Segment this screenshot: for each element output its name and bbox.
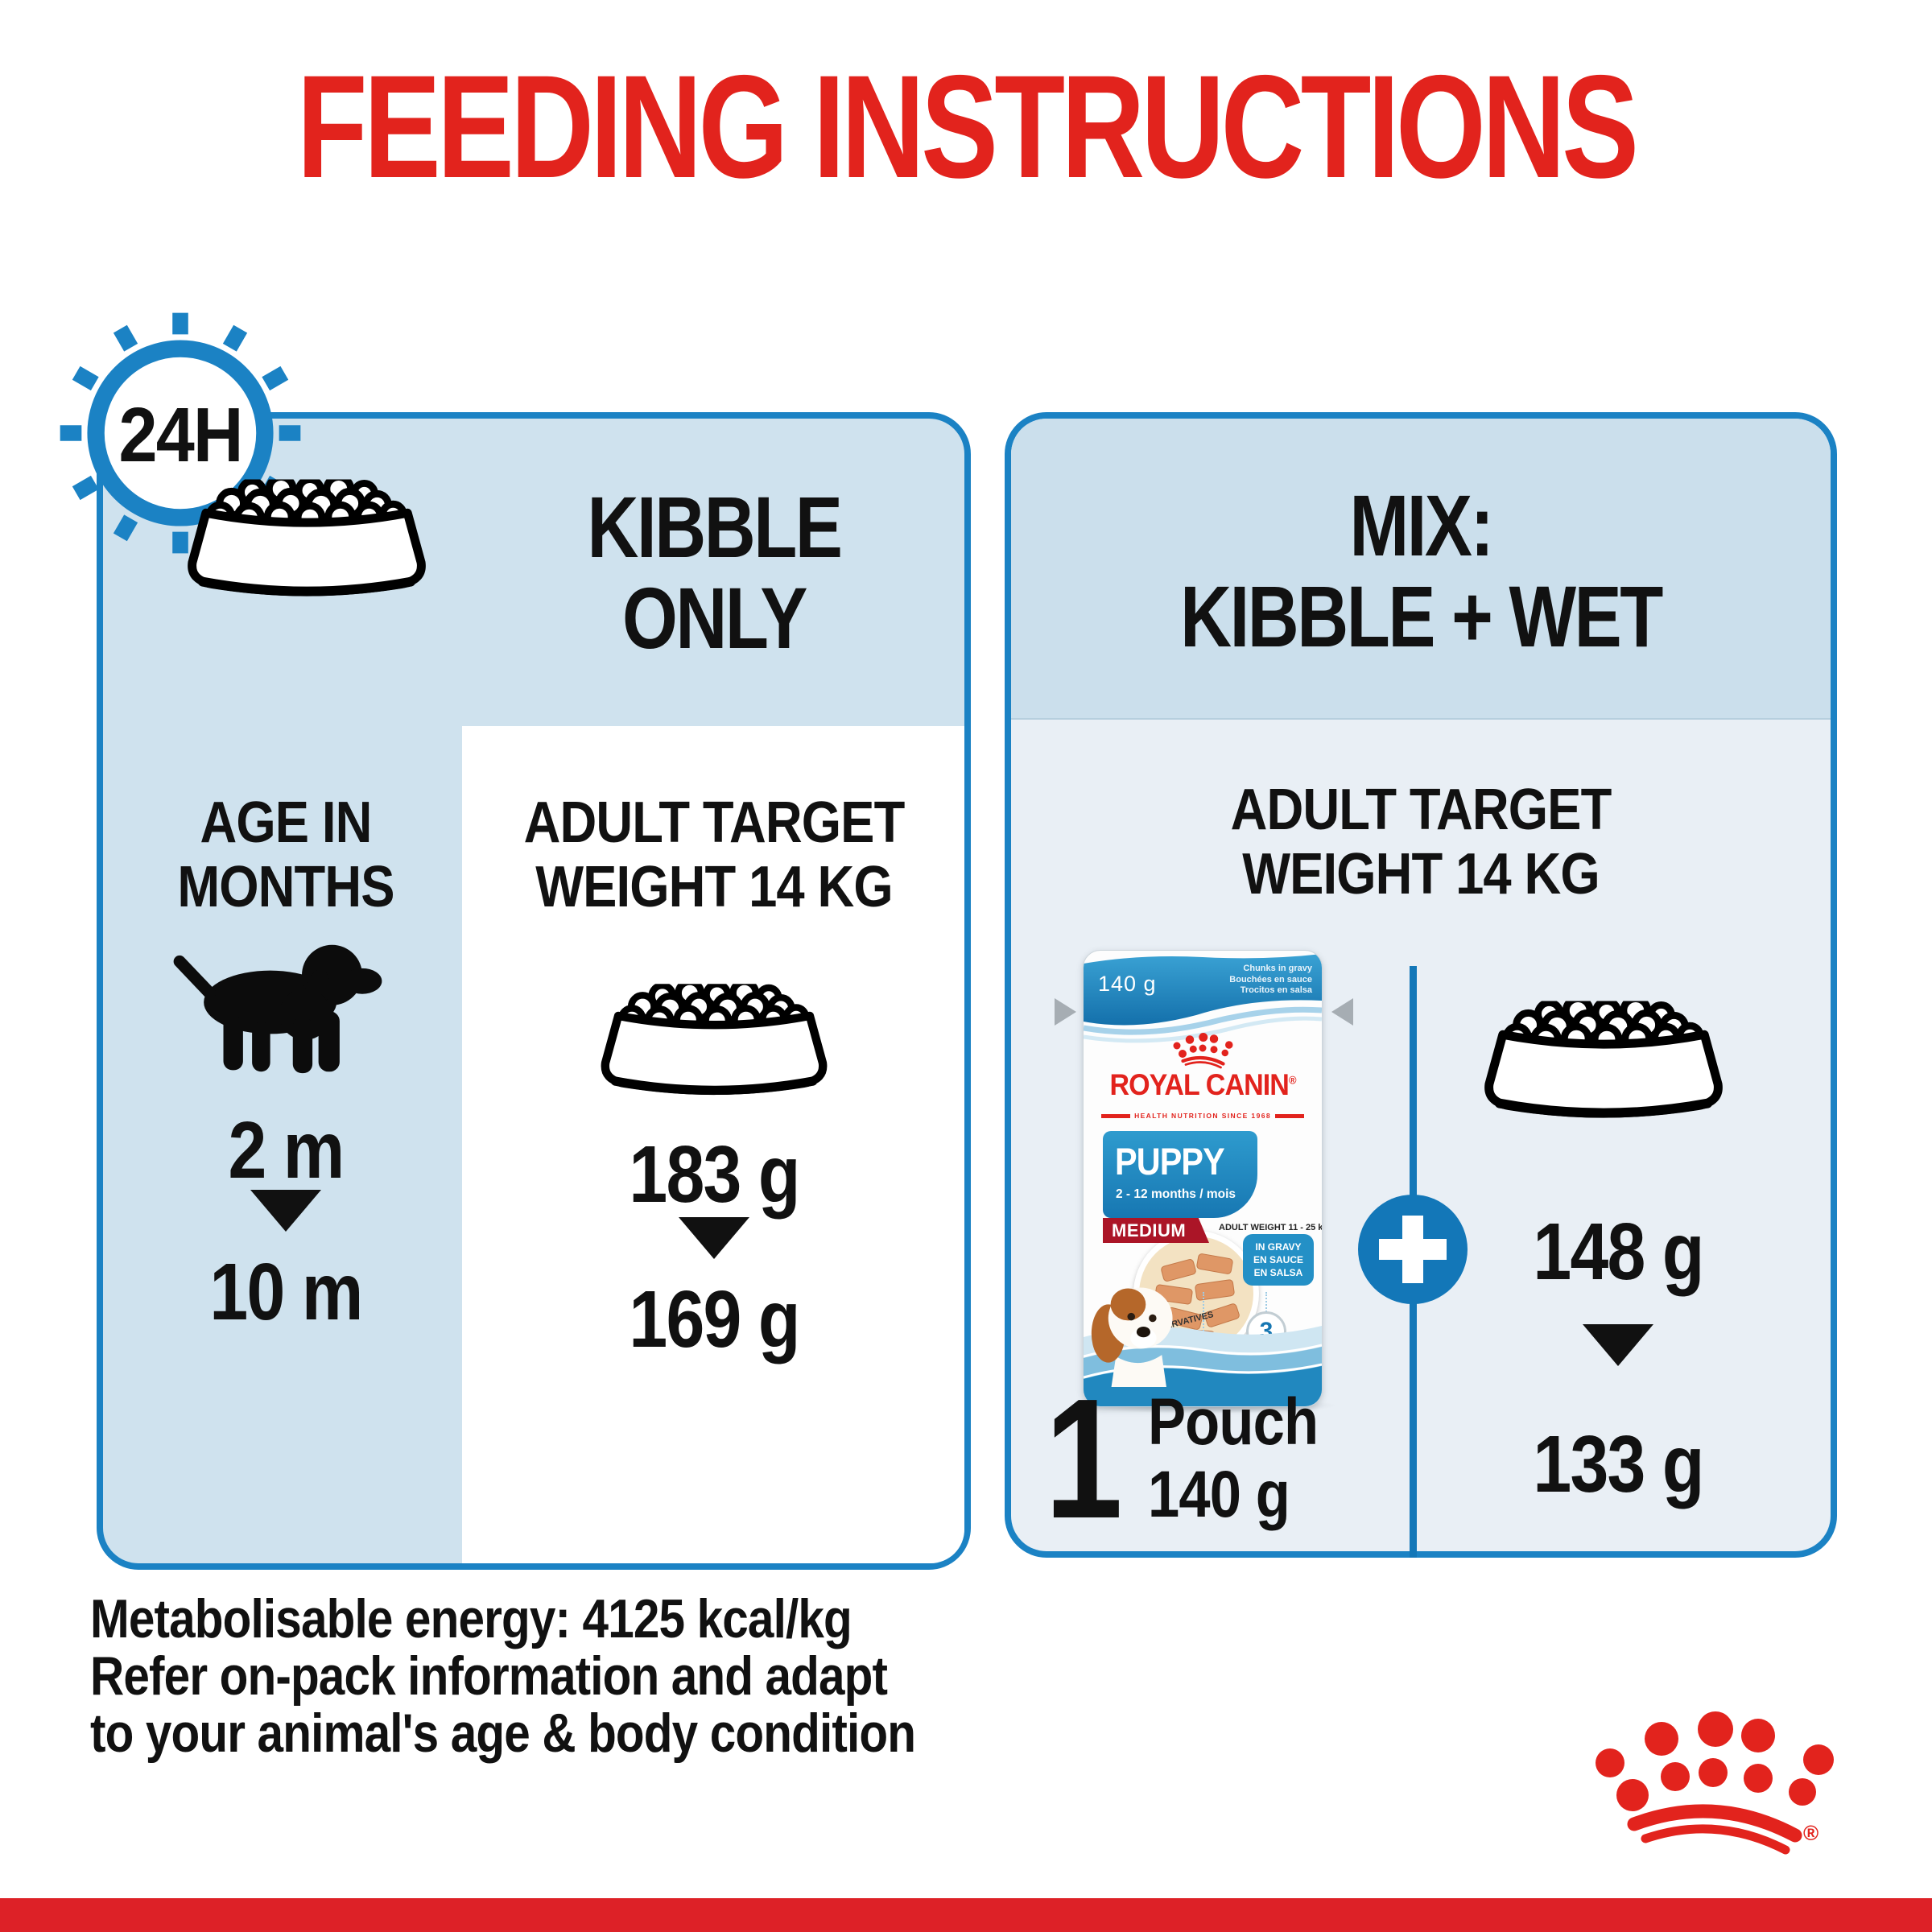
gravy-line3: EN SALSA xyxy=(1253,1267,1303,1278)
kibble-weight-header-line1: ADULT TARGET xyxy=(523,791,906,855)
footer-line1: Metabolisable energy: 4125 kcal/kg xyxy=(90,1588,852,1649)
mix-subheader-line1: ADULT TARGET xyxy=(1230,778,1612,842)
age-header-line1: AGE IN xyxy=(200,791,373,855)
pouch-puppy-photo xyxy=(1091,1287,1173,1387)
pouch-range-box: PUPPY 2 - 12 months / mois xyxy=(1103,1131,1257,1218)
pouch-desc-line3: Trocitos en salsa xyxy=(1240,985,1312,995)
red-rule xyxy=(1274,1113,1305,1118)
kibble-bowl-icon xyxy=(592,984,836,1100)
mix-subheader: ADULT TARGET WEIGHT 14 KG xyxy=(1055,778,1787,906)
arrow-down-icon xyxy=(679,1217,749,1259)
pouch-desc-line1: Chunks in gravy xyxy=(1243,964,1312,973)
arrow-down-icon xyxy=(1583,1324,1653,1366)
page-title: FEEDING INSTRUCTIONS xyxy=(296,44,1639,208)
kibble-start-value: 183 g xyxy=(629,1129,800,1220)
pouch-description: Chunks in gravy Bouchées en sauce Trocit… xyxy=(1229,964,1312,997)
footer-line2: Refer on-pack information and adapt xyxy=(90,1645,888,1707)
kibble-weight-header-line2: WEIGHT 14 KG xyxy=(535,855,893,919)
pouch-weight-label: 140 g xyxy=(1098,972,1157,996)
arrow-down-icon xyxy=(250,1190,321,1232)
age-column-header: AGE IN MONTHS xyxy=(147,791,423,919)
kibble-only-header-line1: KIBBLE xyxy=(587,478,843,576)
pouch-desc-line2: Bouchées en sauce xyxy=(1229,974,1312,985)
red-footer-bar xyxy=(0,1898,1932,1932)
pouch-count-number: 1 xyxy=(1045,1363,1123,1554)
footer-line3: to your animal's age & body condition xyxy=(90,1703,916,1764)
kibble-only-panel xyxy=(97,412,971,1570)
gravy-line2: EN SAUCE xyxy=(1253,1254,1303,1265)
arrow-left-icon xyxy=(1331,998,1353,1026)
age-start-value: 2 m xyxy=(228,1105,345,1195)
pouch-size-banner: MEDIUM xyxy=(1103,1218,1209,1243)
wet-end-value: 133 g xyxy=(1533,1419,1704,1509)
pouch-brand-text: ROYAL CANIN xyxy=(1109,1068,1289,1101)
age-header-line2: MONTHS xyxy=(177,855,394,919)
pouch-age-range: 2 - 12 months / mois xyxy=(1116,1187,1236,1201)
pouch-adult-weight: ADULT WEIGHT 11 - 25 kg xyxy=(1219,1223,1323,1232)
mix-panel-header-zone xyxy=(1011,419,1831,720)
pouch-tagline-text: HEALTH NUTRITION SINCE 1968 xyxy=(1134,1112,1271,1120)
mix-subheader-line2: WEIGHT 14 KG xyxy=(1242,842,1600,906)
pouch-tagline: HEALTH NUTRITION SINCE 1968 xyxy=(1101,1112,1305,1120)
registered-mark: ® xyxy=(1288,1073,1297,1087)
kibble-bowl-icon xyxy=(179,471,435,609)
kibble-only-white-column xyxy=(462,726,964,1563)
puppy-silhouette-icon xyxy=(173,944,382,1074)
age-end-value: 10 m xyxy=(209,1247,363,1337)
pouch-count-weight: 140 g xyxy=(1147,1458,1290,1531)
mix-header-line2: KIBBLE + WET xyxy=(1180,568,1663,665)
clock-label: 24H xyxy=(118,392,243,478)
kibble-only-header-line2: ONLY xyxy=(621,569,807,667)
gravy-line1: IN GRAVY xyxy=(1255,1241,1302,1253)
wet-start-value: 148 g xyxy=(1533,1207,1704,1297)
kibble-bowl-icon xyxy=(1476,994,1732,1129)
mix-header-line1: MIX: xyxy=(1349,477,1494,574)
mix-header: MIX: KIBBLE + WET xyxy=(1080,480,1762,662)
arrow-right-icon xyxy=(1055,998,1076,1026)
pouch-count-unit: Pouch xyxy=(1147,1385,1319,1459)
pouch-range-label: PUPPY xyxy=(1115,1140,1225,1183)
pouch-brand: ROYAL CANIN® xyxy=(1093,1068,1312,1102)
kibble-weight-column-header: ADULT TARGET WEIGHT 14 KG xyxy=(493,791,935,919)
crown-logo xyxy=(1170,1031,1235,1070)
kibble-end-value: 169 g xyxy=(629,1274,800,1364)
pouch-top-band xyxy=(1084,954,1322,1043)
pouch-gravy-bubble: IN GRAVY EN SAUCE EN SALSA xyxy=(1243,1234,1314,1286)
kibble-only-header: KIBBLE ONLY xyxy=(508,481,920,663)
plus-icon xyxy=(1358,1195,1468,1304)
pouch-count: 1 Pouch 140 g xyxy=(1045,1363,1345,1554)
pouch-product-image: 140 g Chunks in gravy Bouchées en sauce … xyxy=(1083,950,1323,1407)
footer-note: Metabolisable energy: 4125 kcal/kg Refer… xyxy=(90,1591,1050,1762)
registered-mark: ® xyxy=(1803,1821,1819,1845)
red-rule xyxy=(1101,1113,1131,1118)
